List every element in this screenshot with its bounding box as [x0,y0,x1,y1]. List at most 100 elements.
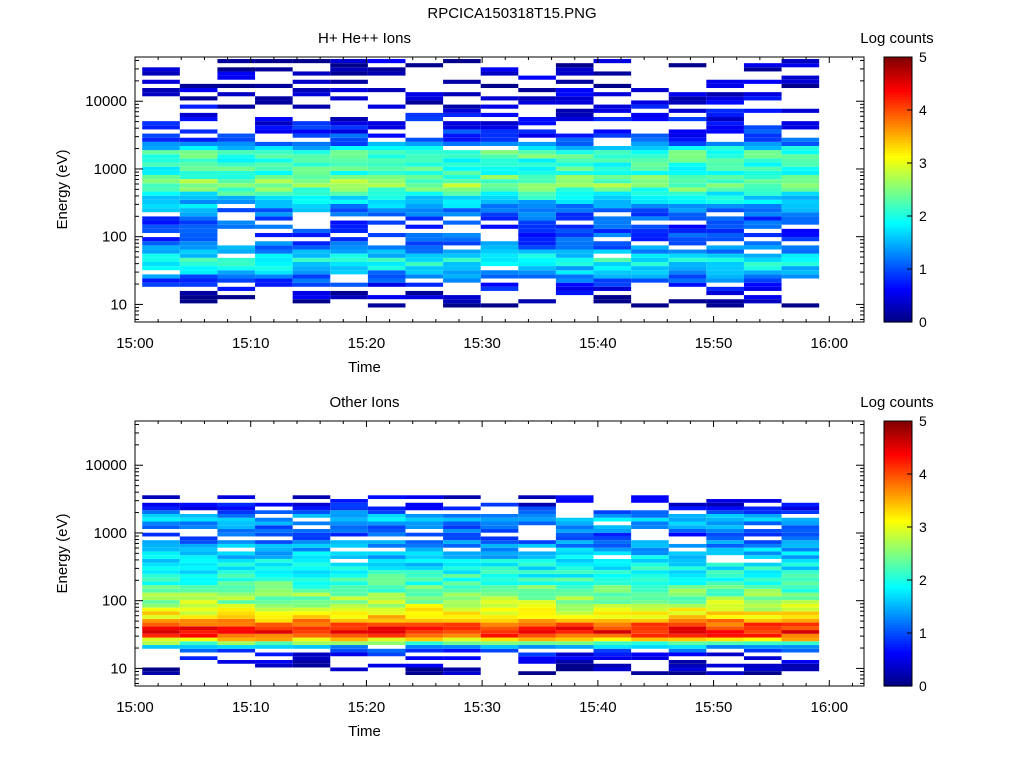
panel2-cell [706,543,744,548]
panel1-cell [631,117,669,122]
panel1-cell [443,121,481,126]
panel2-cell [668,596,707,601]
panel1-cell [631,195,669,200]
panel1-cell [668,146,707,151]
panel2-cell [367,618,406,623]
panel1-cell [179,299,218,304]
panel2-cell [292,596,331,601]
panel2-cell [142,607,180,612]
panel2-cell [518,611,556,616]
panel1-cell [706,166,744,171]
panel1-cell [179,282,218,287]
panel2-colorbar-step [884,646,912,650]
panel2-cell [255,622,293,627]
panel1-cell [518,299,556,304]
panel1-cell [706,224,744,229]
panel2-cell [217,637,256,642]
panel2-colorbar-step [884,598,912,602]
panel1-cell [743,208,782,213]
panel2-cell [480,637,519,642]
panel2-cell [743,630,782,634]
panel1-cell [631,88,669,93]
panel1-cell [555,232,594,238]
panel2-cell [443,603,481,608]
panel2-colorbar-step [884,545,912,549]
panel2-cell [668,566,707,571]
panel2-cell [330,633,368,638]
panel2-cell [330,626,368,631]
panel1-cell [480,270,519,275]
panel1-cell [255,67,293,72]
panel1-cell [555,146,594,151]
panel1-xtick-label: 16:00 [811,335,849,352]
panel1-cell [255,187,293,192]
panel2-cell [668,585,707,589]
panel2-cell [217,611,256,616]
panel1-cell [443,257,481,262]
panel2-cell [631,603,669,608]
panel1-cell [330,228,368,233]
panel1-cell [179,88,218,93]
panel1-cell [142,71,180,76]
panel2-cell [555,641,594,646]
panel2-cell [405,540,444,544]
panel1-cell [255,195,293,200]
panel1-cell [405,183,444,188]
panel1-cell [781,162,820,167]
panel2-cell [179,551,218,556]
panel2-cell [518,577,556,582]
panel2-colorbar-step [884,667,912,671]
panel1-xtick-label: 15:10 [232,335,270,352]
panel2-cell [217,558,256,563]
panel1-cell [593,195,632,200]
panel2-cell [142,667,180,672]
panel1-colorbar-tick-label: 1 [919,261,927,277]
panel2-cell [405,566,444,571]
panel1-colorbar-step [884,282,912,286]
panel2-cell [179,514,218,518]
panel2-cell [631,566,669,571]
panel1-cell [781,59,820,64]
panel1-colorbar-step [884,223,912,228]
panel2-colorbar-step [884,428,912,433]
panel1-cell [518,141,556,146]
panel2-cell [706,588,744,593]
panel1-cell [179,216,218,221]
panel1-cell [480,261,519,267]
panel1-cell [217,166,256,171]
panel1-cell [330,137,368,142]
panel1-colorbar-step [884,128,912,132]
panel2-cell [443,495,481,500]
panel2-cell [518,600,556,604]
panel2-cell [743,547,782,552]
panel1-cell [142,282,180,287]
panel2-colorbar-step [884,487,912,491]
panel1-cell [631,158,669,163]
panel1-cell [142,261,180,267]
panel1-cell [217,245,256,250]
panel2-cell [443,577,481,582]
panel1-colorbar-step [884,269,912,273]
panel2-cell [292,577,331,582]
panel2-cell [593,607,632,612]
panel2-cell [292,645,331,649]
panel1-colorbar-step [884,115,912,119]
panel1-cell [593,158,632,163]
panel2-cell [518,615,556,619]
panel2-cell [781,641,820,646]
panel2-cell [405,592,444,597]
panel1-cell [292,203,331,209]
panel2-cell [555,495,594,500]
panel1-cell [668,108,707,113]
panel2-cell [292,536,331,541]
panel2-cell [631,521,669,526]
panel2-cell [668,626,707,631]
panel2-cell [255,547,293,552]
panel2-colorbar-step [884,540,912,544]
panel2-cell [367,622,406,627]
panel2-cell [292,528,331,533]
panel1-cell [330,191,368,196]
panel1-colorbar-step [884,192,912,196]
panel2-cell [255,558,293,563]
panel1-cell [518,174,556,180]
